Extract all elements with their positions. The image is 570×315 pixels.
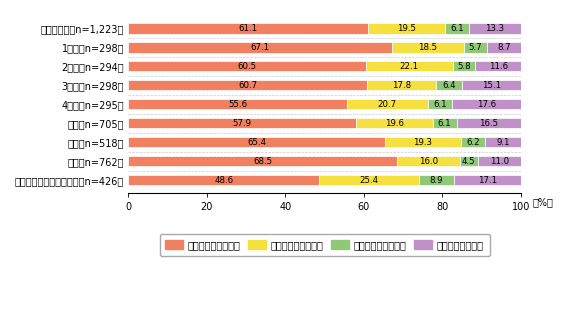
Bar	[392, 42, 465, 53]
Bar	[128, 137, 385, 147]
Text: 8.9: 8.9	[430, 176, 443, 185]
Bar	[478, 156, 521, 166]
Bar	[453, 61, 475, 72]
Text: 5.7: 5.7	[469, 43, 482, 52]
Text: 16.5: 16.5	[479, 119, 498, 128]
Text: 6.1: 6.1	[438, 119, 451, 128]
Bar	[128, 42, 392, 53]
Text: 6.1: 6.1	[433, 100, 447, 109]
Text: 19.3: 19.3	[413, 138, 433, 147]
Text: 65.4: 65.4	[247, 138, 266, 147]
Bar	[469, 23, 521, 34]
Bar	[462, 80, 521, 90]
Text: 17.1: 17.1	[478, 176, 497, 185]
Bar	[366, 61, 453, 72]
Text: 68.5: 68.5	[253, 157, 272, 166]
Text: 60.5: 60.5	[238, 62, 256, 71]
Bar	[319, 175, 419, 185]
Text: 11.6: 11.6	[488, 62, 508, 71]
Text: （%）: （%）	[532, 197, 553, 207]
Text: 61.1: 61.1	[239, 24, 258, 33]
Text: 5.8: 5.8	[457, 62, 471, 71]
Text: 8.7: 8.7	[497, 43, 511, 52]
Text: 6.1: 6.1	[450, 24, 463, 33]
Bar	[368, 23, 445, 34]
Text: 55.6: 55.6	[228, 100, 247, 109]
Text: 15.1: 15.1	[482, 81, 501, 90]
Text: 6.4: 6.4	[442, 81, 456, 90]
Bar	[445, 23, 469, 34]
Text: 25.4: 25.4	[360, 176, 378, 185]
Bar	[461, 137, 485, 147]
Text: 17.6: 17.6	[477, 100, 496, 109]
Bar	[128, 23, 368, 34]
Text: 67.1: 67.1	[251, 43, 270, 52]
Text: 18.5: 18.5	[418, 43, 438, 52]
Text: 57.9: 57.9	[233, 119, 251, 128]
Bar	[475, 61, 521, 72]
Bar	[347, 99, 428, 109]
Bar	[128, 99, 347, 109]
Bar	[419, 175, 454, 185]
Bar	[437, 80, 462, 90]
Bar	[128, 175, 319, 185]
Text: 11.0: 11.0	[490, 157, 509, 166]
Bar	[128, 156, 397, 166]
Bar	[428, 99, 452, 109]
Bar	[460, 156, 478, 166]
Text: 4.5: 4.5	[462, 157, 476, 166]
Text: 17.8: 17.8	[392, 81, 411, 90]
Bar	[485, 137, 521, 147]
Bar	[367, 80, 437, 90]
Text: 19.6: 19.6	[385, 119, 404, 128]
Text: 19.5: 19.5	[397, 24, 416, 33]
Bar	[385, 137, 461, 147]
Text: 16.0: 16.0	[419, 157, 438, 166]
Text: 9.1: 9.1	[496, 138, 510, 147]
Bar	[465, 42, 487, 53]
Bar	[487, 42, 521, 53]
Bar	[397, 156, 460, 166]
Text: 20.7: 20.7	[378, 100, 397, 109]
Text: 22.1: 22.1	[400, 62, 419, 71]
Bar	[457, 118, 521, 129]
Bar	[128, 80, 367, 90]
Bar	[356, 118, 433, 129]
Text: 48.6: 48.6	[214, 176, 233, 185]
Text: 60.7: 60.7	[238, 81, 257, 90]
Bar	[128, 61, 366, 72]
Bar	[452, 99, 521, 109]
Legend: はとんど毎日食べる, 週２～３日食べない, 週４～５日食べない, はとんど食べない: はとんど毎日食べる, 週２～３日食べない, 週４～５日食べない, はとんど食べな…	[160, 234, 490, 256]
Bar	[454, 175, 521, 185]
Text: 13.3: 13.3	[485, 24, 504, 33]
Bar	[128, 118, 356, 129]
Bar	[433, 118, 457, 129]
Text: 6.2: 6.2	[466, 138, 480, 147]
